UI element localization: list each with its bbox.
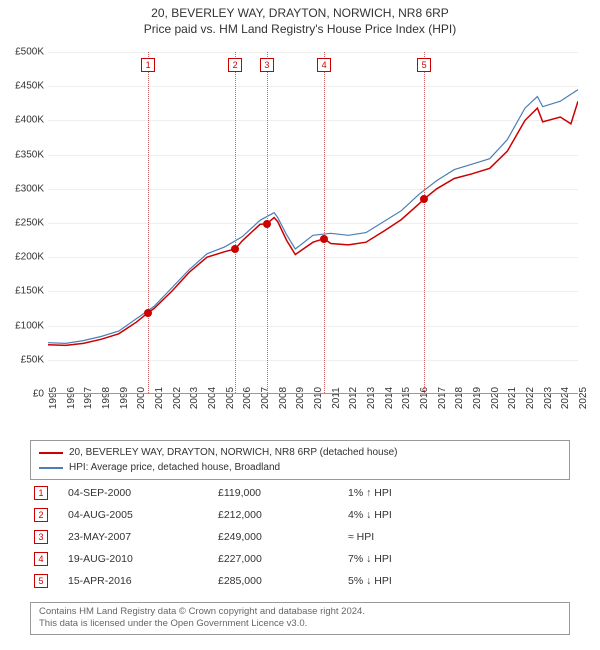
y-tick-label: £100K [0,320,44,331]
title-block: 20, BEVERLEY WAY, DRAYTON, NORWICH, NR8 … [0,0,600,38]
event-diff: 5% ↓ HPI [348,575,468,587]
event-date: 04-AUG-2005 [68,509,218,521]
y-tick-label: £250K [0,218,44,229]
event-date: 23-MAY-2007 [68,531,218,543]
event-marker-box: 5 [417,58,431,72]
event-diff: 4% ↓ HPI [348,509,468,521]
legend-label-1: 20, BEVERLEY WAY, DRAYTON, NORWICH, NR8 … [69,445,397,460]
event-vline [424,52,425,393]
event-price: £119,000 [218,487,348,499]
footer-line1: Contains HM Land Registry data © Crown c… [39,606,561,618]
event-num-box: 4 [34,552,48,566]
event-vline [148,52,149,393]
footer-line2: This data is licensed under the Open Gov… [39,618,561,630]
y-tick-label: £150K [0,286,44,297]
event-num-box: 3 [34,530,48,544]
event-price: £285,000 [218,575,348,587]
event-row: 1 04-SEP-2000£119,0001% ↑ HPI [30,482,570,504]
x-tick-label: 2025 [578,387,589,409]
event-vline [324,52,325,393]
event-row: 3 23-MAY-2007£249,000≈ HPI [30,526,570,548]
y-tick-label: £300K [0,183,44,194]
legend-swatch-blue [39,467,63,469]
hpi-line [48,90,578,344]
legend-label-2: HPI: Average price, detached house, Broa… [69,460,280,475]
event-price: £249,000 [218,531,348,543]
event-diff: 7% ↓ HPI [348,553,468,565]
event-diff: 1% ↑ HPI [348,487,468,499]
event-marker-box: 1 [141,58,155,72]
event-date: 04-SEP-2000 [68,487,218,499]
event-vline [235,52,236,393]
y-tick-label: £500K [0,47,44,58]
y-tick-label: £200K [0,252,44,263]
event-num-box: 5 [34,574,48,588]
line-plot [48,52,578,394]
y-tick-label: £350K [0,149,44,160]
event-row: 5 15-APR-2016£285,0005% ↓ HPI [30,570,570,592]
plot-area: 1 2 3 4 5 [48,52,578,394]
property-line [48,101,578,345]
event-diff: ≈ HPI [348,531,468,543]
legend-item-hpi: HPI: Average price, detached house, Broa… [39,460,561,475]
event-dot [263,220,271,228]
event-row: 4 19-AUG-2010£227,0007% ↓ HPI [30,548,570,570]
y-tick-label: £400K [0,115,44,126]
event-num-box: 2 [34,508,48,522]
legend: 20, BEVERLEY WAY, DRAYTON, NORWICH, NR8 … [30,440,570,480]
title-line1: 20, BEVERLEY WAY, DRAYTON, NORWICH, NR8 … [0,6,600,20]
event-marker-box: 2 [228,58,242,72]
event-price: £227,000 [218,553,348,565]
footer: Contains HM Land Registry data © Crown c… [30,602,570,635]
event-table: 1 04-SEP-2000£119,0001% ↑ HPI 2 04-AUG-2005… [30,482,570,592]
chart-container: 20, BEVERLEY WAY, DRAYTON, NORWICH, NR8 … [0,0,600,650]
event-num-box: 1 [34,486,48,500]
event-row: 2 04-AUG-2005£212,0004% ↓ HPI [30,504,570,526]
y-tick-label: £50K [0,354,44,365]
y-tick-label: £450K [0,81,44,92]
event-marker-box: 3 [260,58,274,72]
event-dot [320,235,328,243]
legend-item-property: 20, BEVERLEY WAY, DRAYTON, NORWICH, NR8 … [39,445,561,460]
event-price: £212,000 [218,509,348,521]
event-date: 15-APR-2016 [68,575,218,587]
event-dot [231,245,239,253]
event-marker-box: 4 [317,58,331,72]
event-date: 19-AUG-2010 [68,553,218,565]
title-line2: Price paid vs. HM Land Registry's House … [0,22,600,36]
event-dot [144,309,152,317]
event-dot [420,195,428,203]
legend-swatch-red [39,452,63,454]
y-tick-label: £0 [0,389,44,400]
